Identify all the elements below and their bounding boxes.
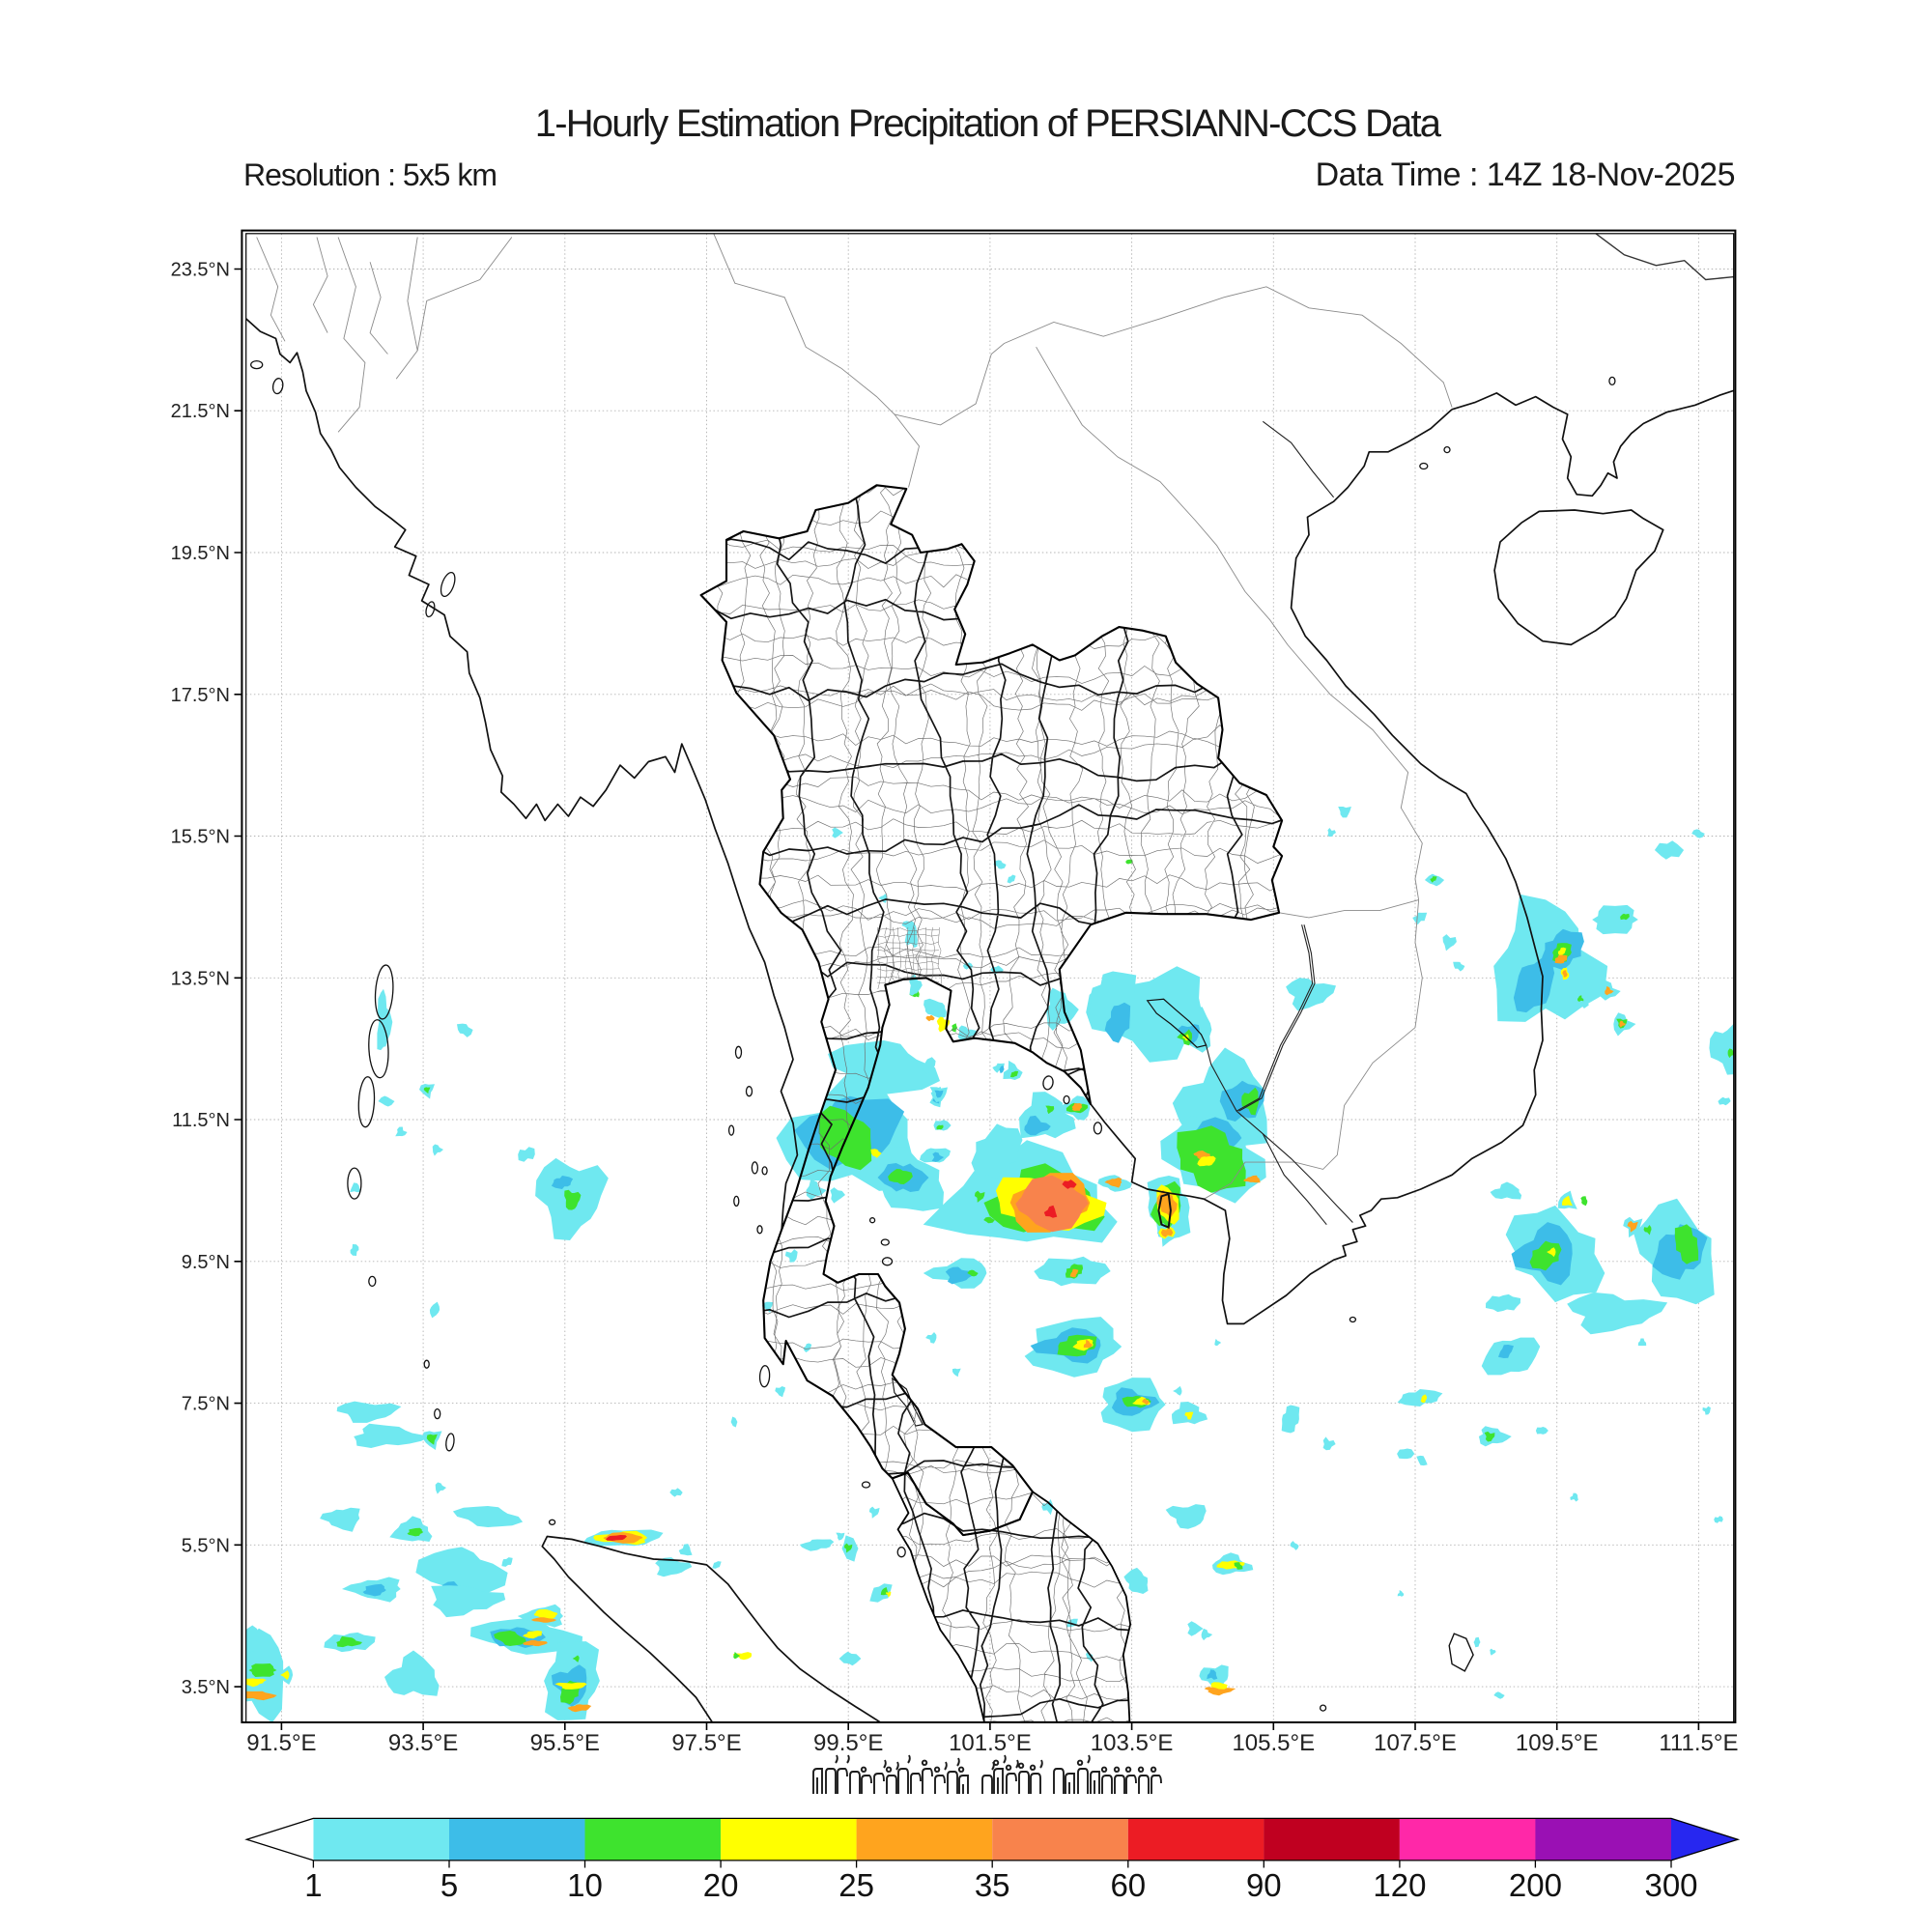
svg-text:19.5°N: 19.5°N (171, 543, 230, 564)
svg-text:1: 1 (304, 1867, 322, 1903)
svg-text:97.5°E: 97.5°E (671, 1730, 741, 1756)
svg-text:20: 20 (703, 1867, 739, 1903)
svg-text:109.5°E: 109.5°E (1516, 1730, 1599, 1756)
svg-text:Data Time : 14Z 18-Nov-2025: Data Time : 14Z 18-Nov-2025 (1316, 156, 1735, 193)
svg-text:17.5°N: 17.5°N (171, 685, 230, 706)
svg-text:Resolution : 5x5 km: Resolution : 5x5 km (243, 157, 497, 192)
svg-text:5: 5 (440, 1867, 458, 1903)
svg-text:1-Hourly Estimation Precipitat: 1-Hourly Estimation Precipitation of PER… (535, 102, 1442, 145)
svg-text:103.5°E: 103.5°E (1091, 1730, 1174, 1756)
svg-text:101.5°E: 101.5°E (949, 1730, 1032, 1756)
svg-text:105.5°E: 105.5°E (1232, 1730, 1315, 1756)
svg-text:11.5°N: 11.5°N (172, 1110, 230, 1131)
svg-text:99.5°E: 99.5°E (813, 1730, 883, 1756)
svg-text:7.5°N: 7.5°N (182, 1394, 230, 1415)
svg-text:60: 60 (1110, 1867, 1146, 1903)
svg-text:10: 10 (567, 1867, 603, 1903)
svg-text:23.5°N: 23.5°N (171, 260, 230, 281)
svg-text:91.5°E: 91.5°E (246, 1730, 316, 1756)
svg-text:15.5°N: 15.5°N (171, 827, 230, 848)
svg-text:300: 300 (1644, 1867, 1697, 1903)
svg-text:90: 90 (1246, 1867, 1282, 1903)
svg-text:111.5°E: 111.5°E (1659, 1730, 1738, 1756)
svg-text:3.5°N: 3.5°N (182, 1677, 230, 1698)
svg-text:120: 120 (1373, 1867, 1426, 1903)
svg-text:9.5°N: 9.5°N (182, 1252, 230, 1273)
svg-text:107.5°E: 107.5°E (1374, 1730, 1457, 1756)
svg-text:25: 25 (838, 1867, 874, 1903)
svg-text:21.5°N: 21.5°N (171, 401, 230, 422)
svg-text:93.5°E: 93.5°E (388, 1730, 458, 1756)
svg-text:5.5°N: 5.5°N (182, 1535, 230, 1556)
svg-text:200: 200 (1509, 1867, 1562, 1903)
svg-text:95.5°E: 95.5°E (530, 1730, 600, 1756)
svg-text:13.5°N: 13.5°N (171, 968, 230, 989)
svg-text:35: 35 (975, 1867, 1010, 1903)
